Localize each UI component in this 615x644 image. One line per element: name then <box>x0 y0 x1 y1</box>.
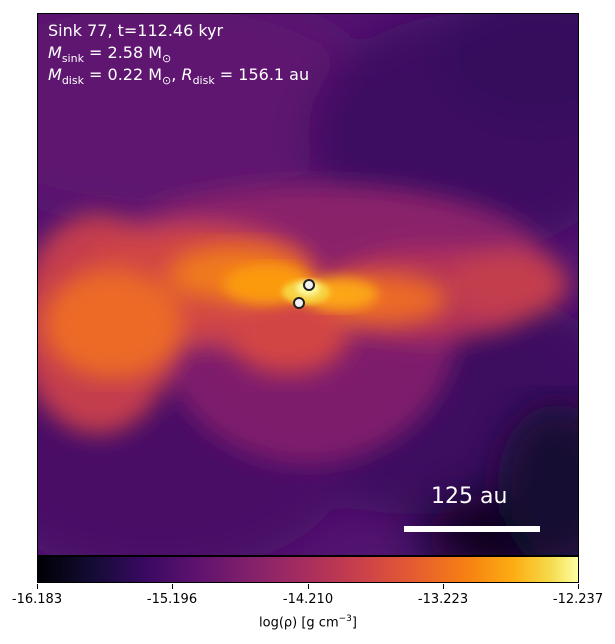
colorbar-tick-label: -12.237 <box>552 592 604 607</box>
scale-bar <box>404 526 540 532</box>
sink-mass-label: Msink = 2.58 M⊙ <box>48 43 172 66</box>
colorbar-tick <box>578 584 579 589</box>
colorbar <box>37 556 579 583</box>
colorbar-tick-label: -16.183 <box>11 592 63 607</box>
colorbar-tick-label: -13.223 <box>417 592 469 607</box>
sink-particle-2 <box>293 297 305 309</box>
colorbar-tick <box>443 584 444 589</box>
density-field <box>38 14 578 555</box>
sink-particle-1 <box>303 279 315 291</box>
colorbar-tick-label: -14.210 <box>282 592 334 607</box>
scale-bar-label: 125 au <box>431 484 508 509</box>
colorbar-tick <box>172 584 173 589</box>
colorbar-label: log(ρ) [g cm−3] <box>259 614 357 631</box>
density-map-panel: Sink 77, t=112.46 kyr Msink = 2.58 M⊙ Md… <box>37 13 579 556</box>
disk-mass-radius-label: Mdisk = 0.22 M⊙, Rdisk = 156.1 au <box>48 65 310 88</box>
colorbar-tick <box>308 584 309 589</box>
colorbar-tick-label: -15.196 <box>146 592 198 607</box>
sink-time-label: Sink 77, t=112.46 kyr <box>48 21 224 40</box>
colorbar-tick <box>37 584 38 589</box>
